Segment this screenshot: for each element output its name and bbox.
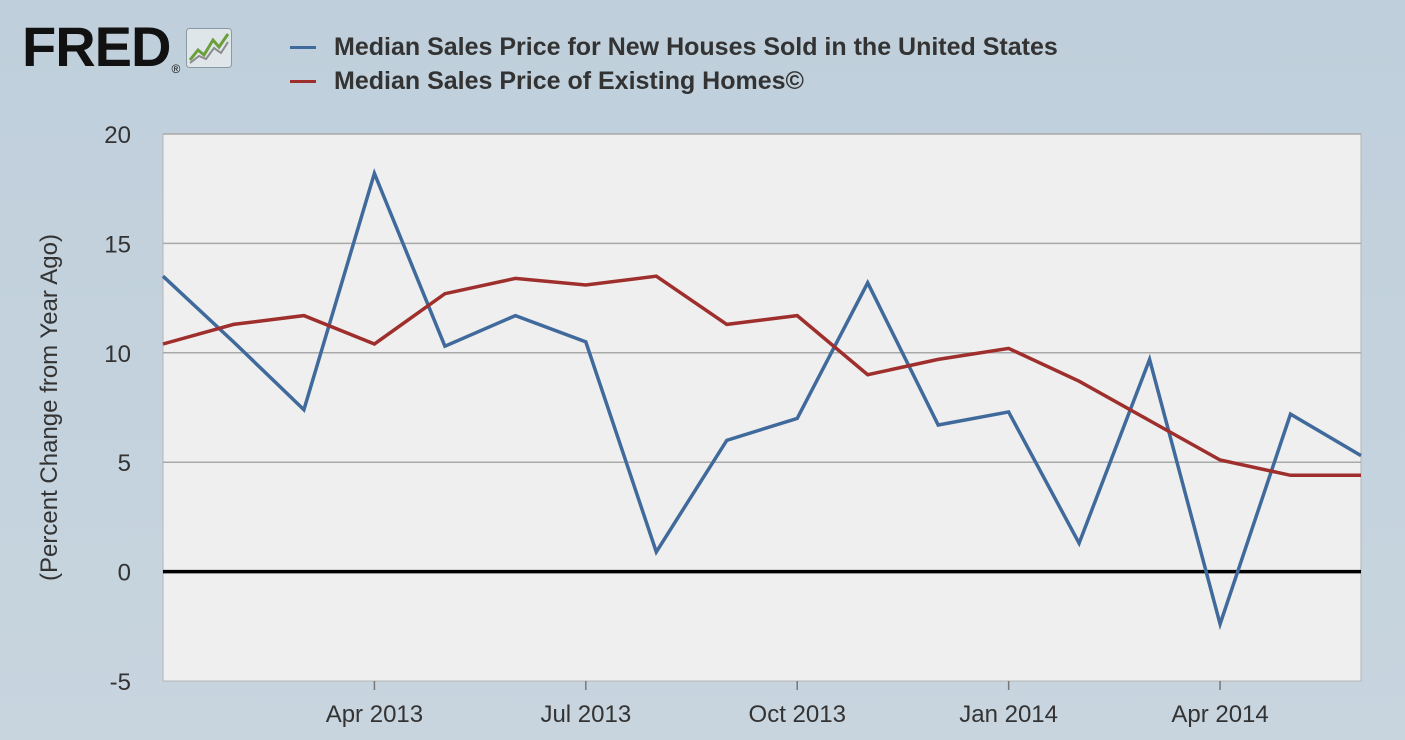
- y-tick-label: 20: [104, 122, 131, 149]
- y-tick-label: 5: [118, 450, 131, 477]
- series-line-existing-homes: [162, 274, 1361, 478]
- registered-mark: ®: [171, 62, 181, 76]
- x-tick-label: Jan 2014: [959, 701, 1058, 728]
- legend-item-new-houses[interactable]: Median Sales Price for New Houses Sold i…: [290, 30, 1058, 64]
- legend-label-new-houses: Median Sales Price for New Houses Sold i…: [334, 32, 1058, 61]
- y-tick-label: 15: [104, 231, 131, 258]
- legend: Median Sales Price for New Houses Sold i…: [290, 30, 1058, 98]
- fred-chart-icon: [186, 28, 233, 73]
- legend-swatch-existing-homes: [290, 79, 316, 83]
- fred-logo[interactable]: FRED ®: [22, 15, 233, 78]
- series-line-new-houses: [161, 168, 1362, 631]
- x-tick-label: Jul 2013: [540, 701, 631, 728]
- legend-item-existing-homes[interactable]: Median Sales Price of Existing Homes©: [290, 64, 1058, 98]
- y-axis-label: (Percent Change from Year Ago): [36, 234, 63, 581]
- y-tick-label: 10: [104, 341, 131, 368]
- y-tick-label: -5: [110, 669, 131, 696]
- legend-label-existing-homes: Median Sales Price of Existing Homes©: [334, 66, 804, 95]
- fred-logo-text: FRED: [22, 15, 171, 78]
- x-tick-label: Apr 2014: [1171, 701, 1268, 728]
- x-tick-label: Apr 2013: [326, 701, 423, 728]
- x-tick-label: Oct 2013: [749, 701, 846, 728]
- legend-swatch-new-houses: [290, 45, 316, 49]
- y-tick-label: 0: [118, 560, 131, 587]
- plot-area: [162, 133, 1362, 682]
